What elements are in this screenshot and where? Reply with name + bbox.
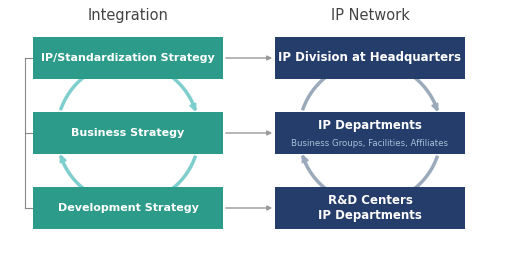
Text: Business Groups, Facilities, Affiliates: Business Groups, Facilities, Affiliates: [291, 139, 447, 148]
Text: Development Strategy: Development Strategy: [58, 203, 198, 213]
FancyBboxPatch shape: [274, 37, 464, 79]
Text: Integration: Integration: [88, 8, 168, 23]
FancyBboxPatch shape: [274, 187, 464, 229]
Text: IP Division at Headquarters: IP Division at Headquarters: [278, 51, 461, 64]
FancyBboxPatch shape: [33, 112, 222, 154]
FancyBboxPatch shape: [33, 187, 222, 229]
Text: IP/Standardization Strategy: IP/Standardization Strategy: [41, 53, 214, 63]
Text: Business Strategy: Business Strategy: [71, 128, 184, 138]
Text: IP Network: IP Network: [330, 8, 409, 23]
Text: R&D Centers
IP Departments: R&D Centers IP Departments: [318, 194, 421, 222]
FancyBboxPatch shape: [274, 112, 464, 154]
FancyBboxPatch shape: [33, 37, 222, 79]
Text: IP Departments: IP Departments: [318, 118, 421, 131]
